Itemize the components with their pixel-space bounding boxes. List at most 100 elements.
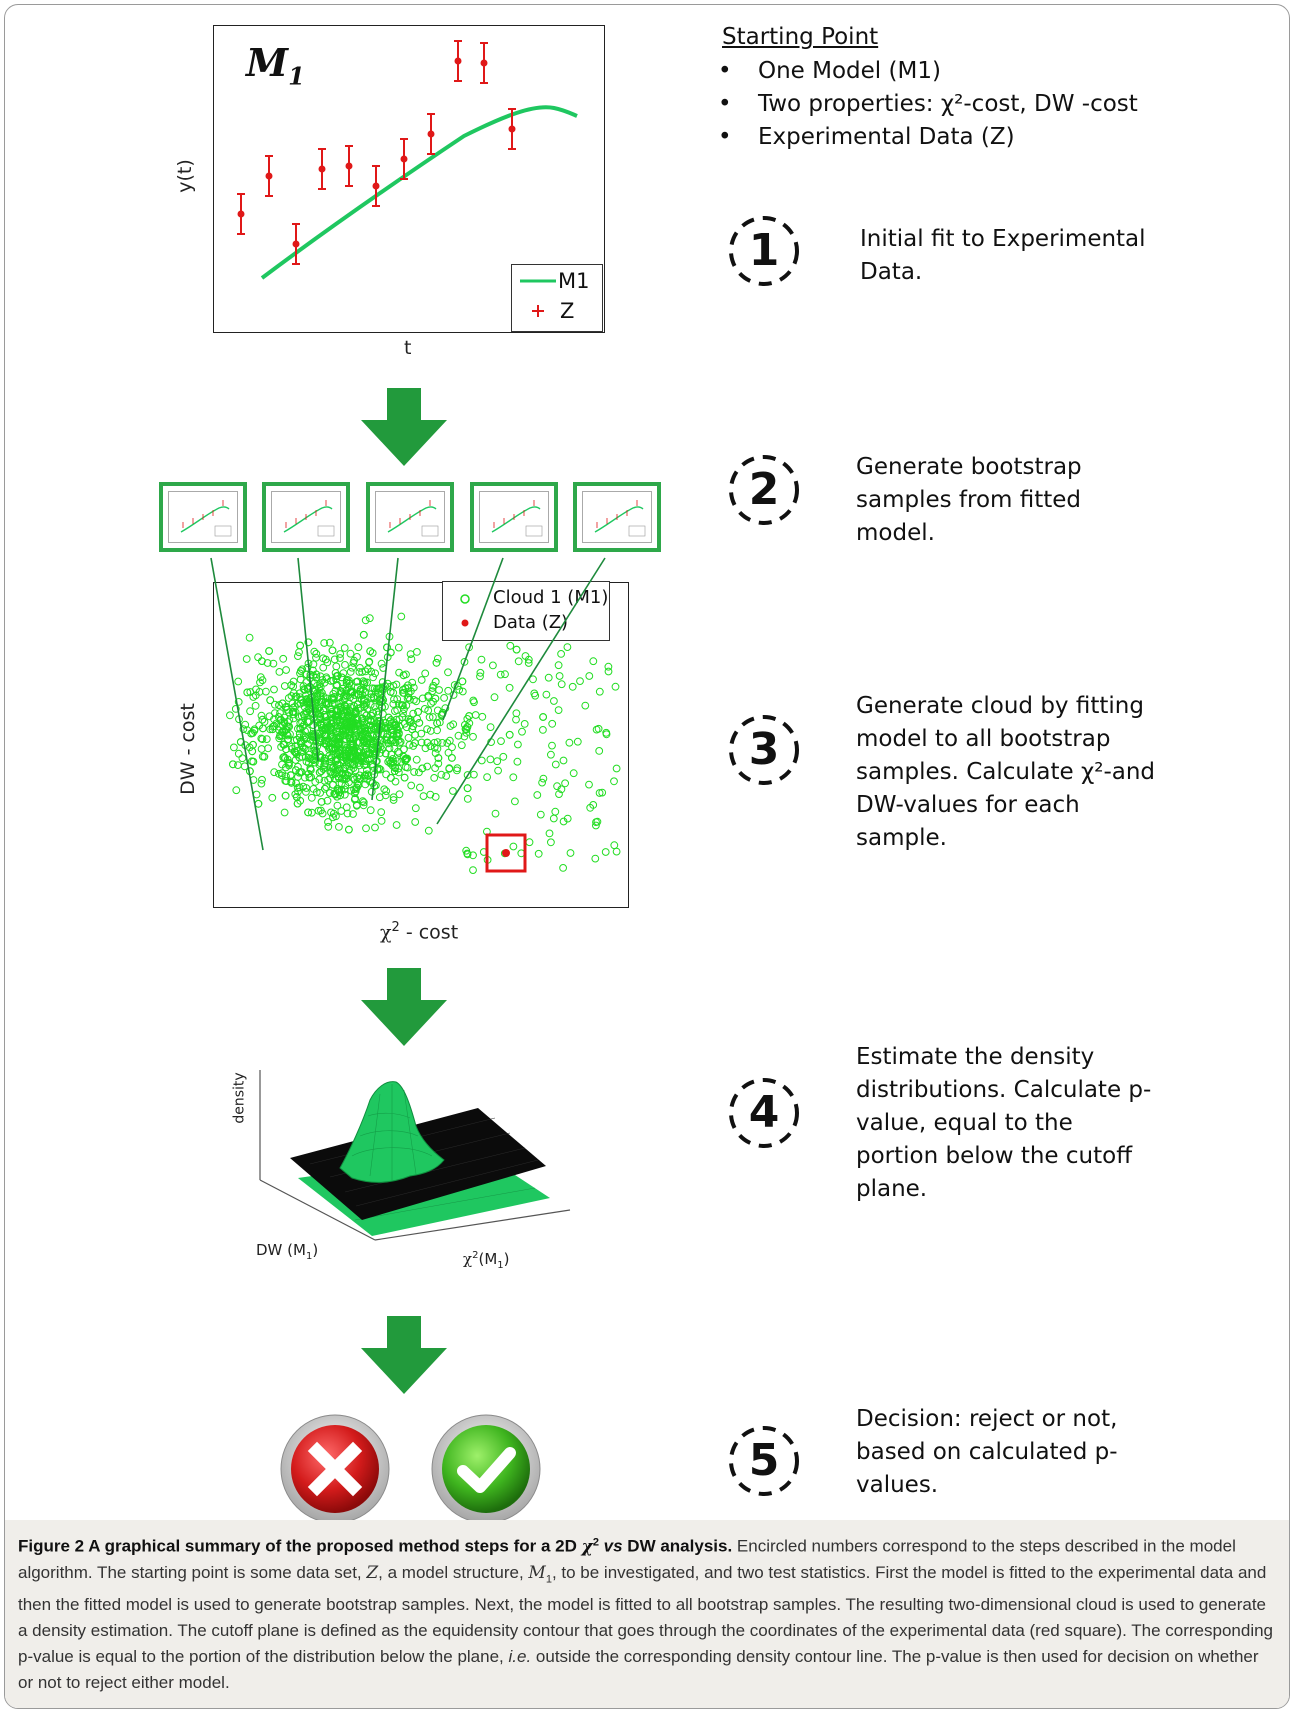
cloud-point xyxy=(394,643,403,652)
cloud-point xyxy=(353,720,361,728)
cloud-point xyxy=(320,739,329,748)
cloud-point xyxy=(505,683,514,692)
cloud-point xyxy=(356,685,365,694)
thumbnail-plot xyxy=(582,491,652,543)
cloud-point xyxy=(246,767,254,776)
cloud-point xyxy=(509,773,518,782)
thumbnail-plot xyxy=(168,491,238,543)
cloud-point xyxy=(345,825,353,834)
cloud-point xyxy=(419,792,428,801)
cloud-point xyxy=(328,646,337,655)
cloud-point xyxy=(274,713,283,721)
thumbnail-plot xyxy=(271,491,341,543)
cloud-point xyxy=(365,614,374,623)
cloud-point xyxy=(352,785,361,793)
cloud-point xyxy=(278,699,287,708)
cloud-point xyxy=(239,725,248,734)
cloud-point xyxy=(400,745,408,754)
cloud-point xyxy=(270,685,278,694)
cloud-point xyxy=(403,754,412,763)
cloud-point xyxy=(418,764,427,773)
cloud-point xyxy=(589,657,598,666)
legend-dot-icon xyxy=(461,619,469,627)
cloud-point xyxy=(366,806,375,815)
cloud-point xyxy=(329,809,338,818)
cloud-point xyxy=(358,797,367,806)
cloud-point xyxy=(348,663,357,672)
legend-line-icon xyxy=(520,279,556,283)
cloud-point xyxy=(424,693,433,701)
cloud-point xyxy=(334,671,342,680)
cloud-point xyxy=(306,764,315,773)
cloud-point xyxy=(265,647,273,655)
cloud-point xyxy=(279,654,288,663)
cloud-point xyxy=(416,783,424,792)
cloud-point xyxy=(399,686,407,694)
cloud-point xyxy=(333,755,341,764)
cloud-point xyxy=(401,756,410,765)
accept-icon xyxy=(431,1414,541,1524)
cloud-point xyxy=(349,659,358,667)
cloud-point xyxy=(398,713,407,722)
cloud-point xyxy=(347,725,355,734)
step-4-number: 4 xyxy=(748,1087,780,1138)
caption-sym-m: M xyxy=(528,1562,546,1583)
cloud-point xyxy=(539,713,548,721)
cloud-point xyxy=(493,757,502,766)
dashed-circle-icon xyxy=(729,216,799,286)
cloud-point xyxy=(356,755,365,763)
cloud-xlabel-sup: 2 xyxy=(391,920,400,935)
cloud-point xyxy=(449,691,458,699)
step-3-number: 3 xyxy=(748,724,780,775)
cloud-point xyxy=(362,760,371,769)
cloud-point xyxy=(341,661,349,669)
cloud-point xyxy=(252,790,261,799)
cloud-point xyxy=(322,699,331,708)
cloud-point xyxy=(332,717,341,725)
cloud-point xyxy=(336,650,345,658)
cloud-point xyxy=(331,757,340,766)
cloud-point xyxy=(591,854,600,863)
cloud-point xyxy=(283,730,291,739)
cloud-point xyxy=(246,707,254,716)
cloud-point xyxy=(349,745,358,754)
cloud-point xyxy=(332,662,341,671)
cloud-point xyxy=(548,741,556,750)
cloud-point xyxy=(399,671,408,680)
cloud-point xyxy=(444,668,452,677)
cloud-point xyxy=(292,766,300,775)
cloud-point xyxy=(448,754,456,762)
cloud-point xyxy=(242,655,251,663)
cloud-point xyxy=(359,630,368,639)
m1-curve xyxy=(260,105,578,280)
cloud-point xyxy=(230,743,238,752)
dashed-circle-icon xyxy=(729,455,799,525)
cloud-point xyxy=(565,738,574,747)
cloud-point xyxy=(337,785,346,794)
cloud-point xyxy=(409,722,417,731)
cloud-point xyxy=(280,682,289,690)
step-2-badge: 2 xyxy=(726,452,802,528)
cloud-point xyxy=(363,770,371,779)
cloud-point xyxy=(341,771,350,780)
cloud-point xyxy=(346,703,355,711)
cloud-point xyxy=(431,677,440,686)
cloud-point xyxy=(539,726,547,734)
density-plot xyxy=(259,1070,571,1241)
cloud-point xyxy=(382,787,391,796)
cloud-point xyxy=(361,667,370,676)
cloud-point xyxy=(348,687,356,695)
cloud-point xyxy=(245,633,254,642)
cloud-point xyxy=(463,795,472,803)
cloud-point xyxy=(327,710,335,719)
cloud-point xyxy=(359,798,368,807)
cloud-point xyxy=(471,711,480,719)
starting-point-list: One Model (M1) Two properties: χ²-cost, … xyxy=(718,55,1138,154)
model-label: M1 xyxy=(246,40,305,91)
cloud-point xyxy=(557,680,566,689)
cloud-point xyxy=(359,700,368,709)
cloud-point xyxy=(359,801,368,810)
data-point-z xyxy=(427,130,435,138)
cloud-point xyxy=(554,661,563,670)
cloud-point xyxy=(333,801,342,810)
